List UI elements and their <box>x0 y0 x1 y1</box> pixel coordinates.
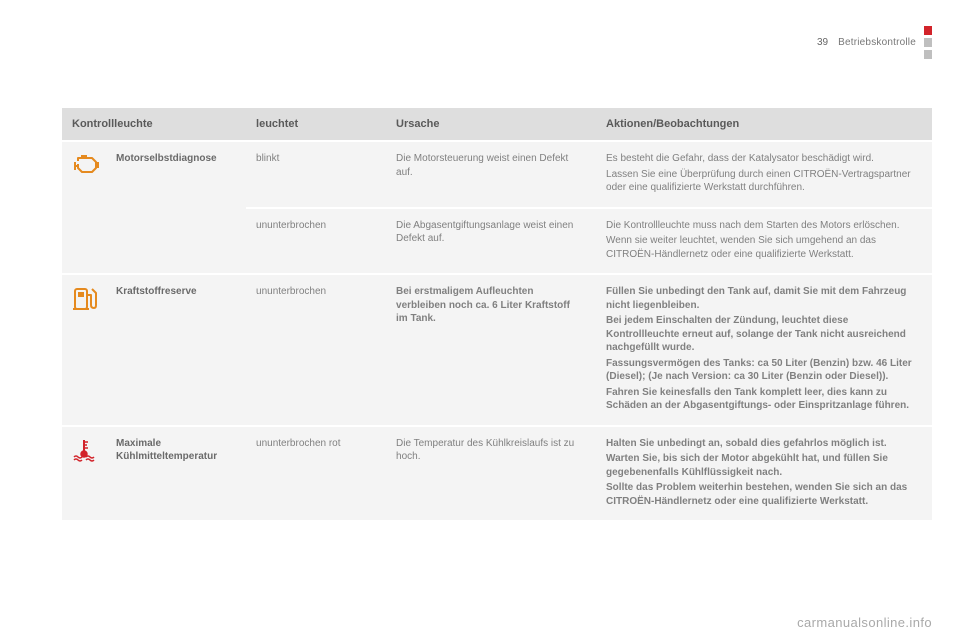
watermark: carmanualsonline.info <box>797 615 932 630</box>
cell-name: Kraftstoffreserve <box>106 274 246 426</box>
table-row: Motorselbstdiagnose blinkt Die Motorsteu… <box>62 141 932 208</box>
cell-cause: Die Temperatur des Kühlkreislaufs ist zu… <box>386 426 596 521</box>
temp-icon <box>72 437 96 463</box>
table-header-row: Kontrollleuchte leuchtet Ursache Aktione… <box>62 108 932 141</box>
cell-action: Füllen Sie unbedingt den Tank auf, damit… <box>596 274 932 426</box>
header-right: 39 Betriebskontrolle <box>817 26 932 59</box>
cell-name: Maximale Kühlmitteltemperatur <box>106 426 246 521</box>
cell-icon <box>62 141 106 274</box>
cell-icon <box>62 274 106 426</box>
table-row: Kraftstoffreserve ununterbrochen Bei ers… <box>62 274 932 426</box>
cell-name: Motorselbstdiagnose <box>106 141 246 274</box>
warning-lights-table: Kontrollleuchte leuchtet Ursache Aktione… <box>62 108 932 520</box>
tab-marker <box>924 38 932 47</box>
col-lamp: Kontrollleuchte <box>62 108 246 141</box>
side-tabs <box>924 26 932 59</box>
cell-icon <box>62 426 106 521</box>
cell-state: ununterbrochen rot <box>246 426 386 521</box>
cell-action: Die Kontrollleuchte muss nach dem Starte… <box>596 208 932 275</box>
col-cause: Ursache <box>386 108 596 141</box>
tab-marker-active <box>924 26 932 35</box>
table-row: Maximale Kühlmitteltemperatur ununterbro… <box>62 426 932 521</box>
page: 39 Betriebskontrolle Kontrollleuchte leu… <box>0 0 960 640</box>
col-action: Aktionen/Beobachtungen <box>596 108 932 141</box>
cell-action: Halten Sie unbedingt an, sobald dies gef… <box>596 426 932 521</box>
cell-cause: Bei erstmaligem Aufleuchten verbleiben n… <box>386 274 596 426</box>
engine-icon <box>72 152 102 176</box>
tab-marker <box>924 50 932 59</box>
cell-cause: Die Abgasentgiftungsanlage weist einen D… <box>386 208 596 275</box>
cell-state: ununterbrochen <box>246 208 386 275</box>
col-state: leuchtet <box>246 108 386 141</box>
cell-cause: Die Motorsteuerung weist einen Defekt au… <box>386 141 596 208</box>
cell-state: blinkt <box>246 141 386 208</box>
cell-action: Es besteht die Gefahr, dass der Katalysa… <box>596 141 932 208</box>
section-title: Betriebskontrolle <box>838 37 916 48</box>
fuel-icon <box>72 285 98 313</box>
page-number: 39 <box>817 37 828 48</box>
cell-state: ununterbrochen <box>246 274 386 426</box>
